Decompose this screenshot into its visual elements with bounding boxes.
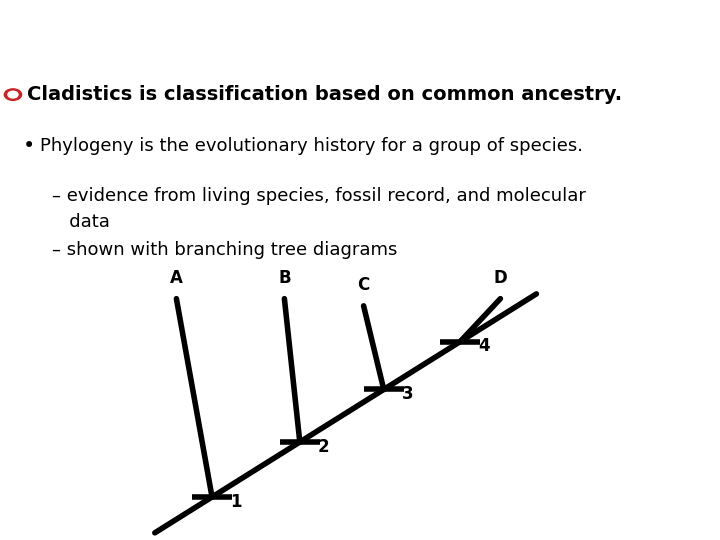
Text: 3: 3 bbox=[402, 385, 413, 403]
Text: Cladistics is classification based on common ancestry.: Cladistics is classification based on co… bbox=[27, 85, 623, 104]
Text: B: B bbox=[278, 269, 291, 287]
Circle shape bbox=[8, 91, 18, 98]
Text: – shown with branching tree diagrams: – shown with branching tree diagrams bbox=[52, 241, 397, 259]
Text: 4: 4 bbox=[478, 338, 490, 355]
Text: 1: 1 bbox=[230, 493, 241, 511]
Text: D: D bbox=[493, 269, 508, 287]
Text: data: data bbox=[52, 213, 109, 231]
Text: C: C bbox=[357, 276, 370, 294]
Text: A: A bbox=[170, 269, 183, 287]
Text: Phylogeny is the evolutionary history for a group of species.: Phylogeny is the evolutionary history fo… bbox=[40, 137, 582, 155]
Circle shape bbox=[4, 89, 22, 100]
Text: Unit 6: Classification and Diversity: Unit 6: Classification and Diversity bbox=[9, 19, 525, 45]
Text: 2: 2 bbox=[318, 438, 330, 456]
Text: •: • bbox=[23, 136, 35, 156]
Text: – evidence from living species, fossil record, and molecular: – evidence from living species, fossil r… bbox=[52, 187, 585, 205]
